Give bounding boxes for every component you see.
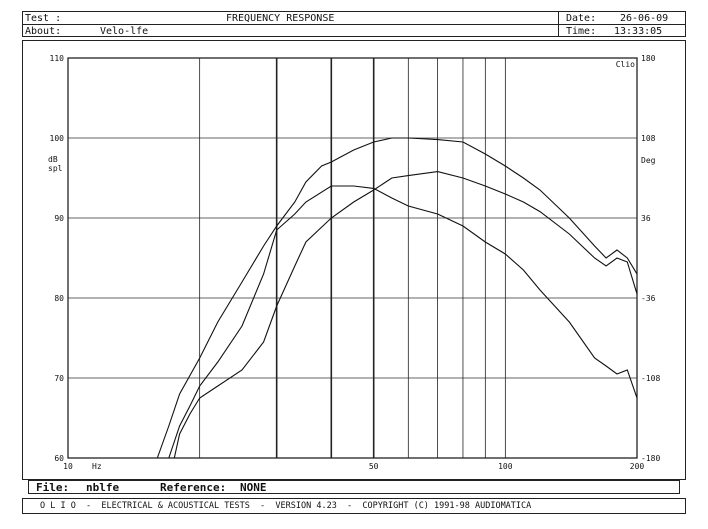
test-label: Test : [25,13,62,24]
x-unit-label: Hz [92,462,102,471]
header-divider-v [558,11,559,37]
time-label: Time: [566,26,597,37]
y-tick-label: 100 [50,134,65,143]
y2-tick-label: 36 [641,214,651,223]
y-tick-label: 110 [50,54,65,63]
y-tick-label: 70 [54,374,64,383]
header-divider-h [22,24,686,25]
file-label: File: [36,481,70,494]
about-label: About: [25,26,62,37]
banner-box [22,498,686,514]
date-value: 26-06-09 [620,13,669,24]
y-tick-label: 80 [54,294,64,303]
y-axis-label: dB [48,155,58,164]
file-bar [28,480,680,494]
y2-tick-label: -36 [641,294,656,303]
corner-label: Clio [616,60,635,69]
x-tick-label: 50 [369,462,379,471]
reference-value: NONE [240,481,267,494]
reference-label: Reference: [160,481,227,494]
response-curve-2 [168,185,637,458]
response-curve-3 [173,171,637,458]
y-tick-label: 60 [54,454,64,463]
y2-tick-label: -108 [641,374,660,383]
x-tick-label: 10 [63,462,73,471]
about-value: Velo-lfe [100,26,149,37]
plot-area [67,57,638,459]
date-label: Date: [566,13,597,24]
copyright-banner: O L I O - ELECTRICAL & ACOUSTICAL TESTS … [40,501,532,511]
y-tick-label: 90 [54,214,64,223]
file-value: nblfe [86,481,120,494]
y2-tick-label: -180 [641,454,660,463]
time-value: 13:33:05 [614,26,663,37]
response-curve-1 [156,137,637,458]
y-axis-label: spl [48,164,63,173]
x-tick-label: 100 [498,462,513,471]
y2-tick-label: 180 [641,54,656,63]
y2-tick-label: 108 [641,134,656,143]
y2-axis-label: Deg [641,156,656,165]
chart-panel [22,40,686,480]
page-title: FREQUENCY RESPONSE [226,13,335,24]
x-tick-label: 200 [630,462,645,471]
